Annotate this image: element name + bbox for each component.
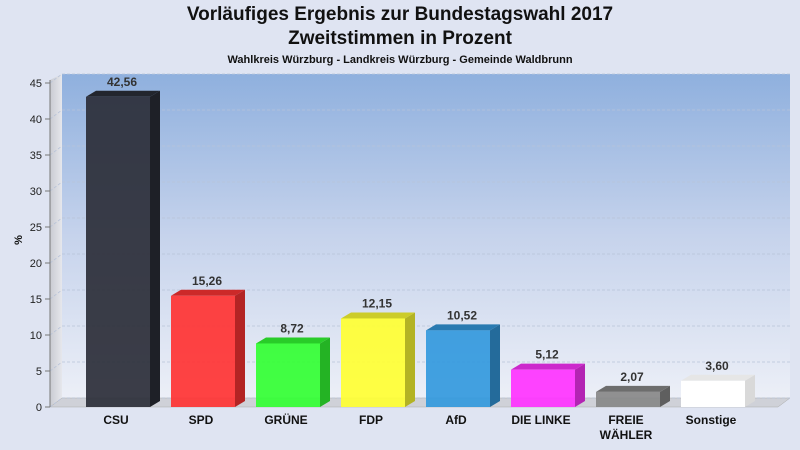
chart-title: Vorläufiges Ergebnis zur Bundestagswahl … [186,4,614,25]
grid-line [49,325,790,336]
bar-top-face [426,324,500,331]
category-label: FDP [359,413,383,427]
bar-side-face [660,385,670,407]
y-tick-label: 20 [30,258,42,270]
value-label: 12,15 [362,296,392,310]
value-label: 5,12 [535,348,559,362]
bar-grüne [256,337,330,407]
plot-floor [49,397,791,408]
grid-line [49,181,790,192]
bar-die-linke [511,363,585,407]
category-label: AfD [445,413,467,427]
bar-front-face [511,369,575,407]
value-label: 15,26 [192,274,222,288]
bar-front-face [426,330,490,407]
value-label: 8,72 [280,321,304,335]
bar-front-face [681,380,745,407]
bar-side-face [150,90,160,408]
y-tick-label: 30 [30,186,42,198]
y-axis-label: % [13,235,25,245]
bar-front-face [256,343,320,407]
value-label: 3,60 [705,359,729,373]
y-tick-label: 35 [30,150,42,162]
bar-sonstige [681,374,755,407]
y-tick-label: 5 [36,366,42,378]
bar-front-face [341,318,405,407]
grid-line [49,145,790,156]
category-label: GRÜNE [264,412,307,427]
y-tick-label: 15 [30,294,42,306]
bar-front-face [171,295,235,407]
plot-side-wall [50,74,62,407]
category-label: CSU [103,413,128,427]
bar-top-face [341,312,415,319]
chart-subtitle: Wahlkreis Würzburg - Landkreis Würzburg … [227,54,573,66]
category-label: DIE LINKE [511,413,570,427]
category-label: Sonstige [686,413,737,427]
bar-afd [426,324,500,407]
value-label: 10,52 [447,308,477,322]
category-label: SPD [189,413,214,427]
bar-top-face [256,337,330,344]
bar-fdp [341,312,415,407]
y-tick-label: 25 [30,222,42,234]
bar-side-face [575,363,585,407]
y-tick-label: 45 [30,78,42,90]
bar-front-face [596,391,660,407]
bar-top-face [681,374,755,381]
bar-top-face [86,90,160,97]
y-tick-label: 40 [30,114,42,126]
bar-side-face [745,374,755,407]
bar-front-face [86,96,150,408]
bar-top-face [596,385,670,392]
bar-side-face [235,289,245,407]
category-label: FREIE WÄHLER [600,413,653,442]
grid-line [49,217,790,228]
grid-line [49,289,790,300]
chart-title-line2: Zweitstimmen in Prozent [288,28,512,49]
bar-side-face [405,312,415,407]
bar-side-face [490,324,500,407]
bar-freie-wähler [596,385,670,407]
grid-line [49,361,790,372]
bar-csu [86,90,160,408]
bar-spd [171,289,245,407]
y-tick-label: 0 [36,402,42,414]
grid-line [49,253,790,264]
value-label: 42,56 [107,75,137,89]
bar-top-face [171,289,245,296]
value-label: 2,07 [620,370,644,384]
grid-line [49,73,790,84]
bar-top-face [511,363,585,370]
bar-side-face [320,337,330,407]
y-tick-label: 10 [30,330,42,342]
grid-line [49,109,790,120]
